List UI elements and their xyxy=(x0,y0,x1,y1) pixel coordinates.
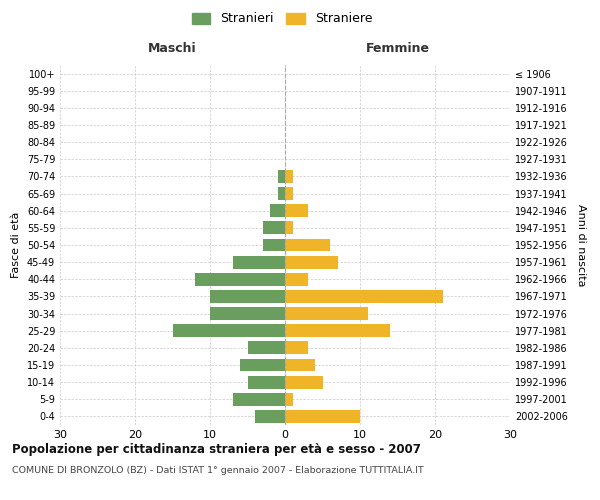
Bar xyxy=(285,170,293,183)
Bar xyxy=(173,324,285,337)
Bar xyxy=(248,342,285,354)
Text: Popolazione per cittadinanza straniera per età e sesso - 2007: Popolazione per cittadinanza straniera p… xyxy=(12,442,421,456)
Bar xyxy=(285,256,337,268)
Bar xyxy=(285,187,293,200)
Bar xyxy=(285,222,293,234)
Bar xyxy=(263,238,285,252)
Bar xyxy=(285,204,308,217)
Bar xyxy=(277,187,285,200)
Bar xyxy=(285,376,323,388)
Text: Femmine: Femmine xyxy=(365,42,430,54)
Bar xyxy=(285,324,390,337)
Bar xyxy=(270,204,285,217)
Bar xyxy=(240,358,285,372)
Bar xyxy=(285,307,367,320)
Bar xyxy=(285,358,315,372)
Text: Maschi: Maschi xyxy=(148,42,197,54)
Bar xyxy=(285,273,308,285)
Bar xyxy=(285,290,443,303)
Bar xyxy=(248,376,285,388)
Bar xyxy=(255,410,285,423)
Bar xyxy=(210,290,285,303)
Bar xyxy=(263,222,285,234)
Bar xyxy=(285,410,360,423)
Legend: Stranieri, Straniere: Stranieri, Straniere xyxy=(188,8,376,29)
Bar xyxy=(233,393,285,406)
Bar xyxy=(285,238,330,252)
Bar xyxy=(277,170,285,183)
Text: COMUNE DI BRONZOLO (BZ) - Dati ISTAT 1° gennaio 2007 - Elaborazione TUTTITALIA.I: COMUNE DI BRONZOLO (BZ) - Dati ISTAT 1° … xyxy=(12,466,424,475)
Bar xyxy=(210,307,285,320)
Bar xyxy=(285,342,308,354)
Y-axis label: Fasce di età: Fasce di età xyxy=(11,212,21,278)
Bar xyxy=(195,273,285,285)
Bar xyxy=(285,393,293,406)
Y-axis label: Anni di nascita: Anni di nascita xyxy=(576,204,586,286)
Bar xyxy=(233,256,285,268)
